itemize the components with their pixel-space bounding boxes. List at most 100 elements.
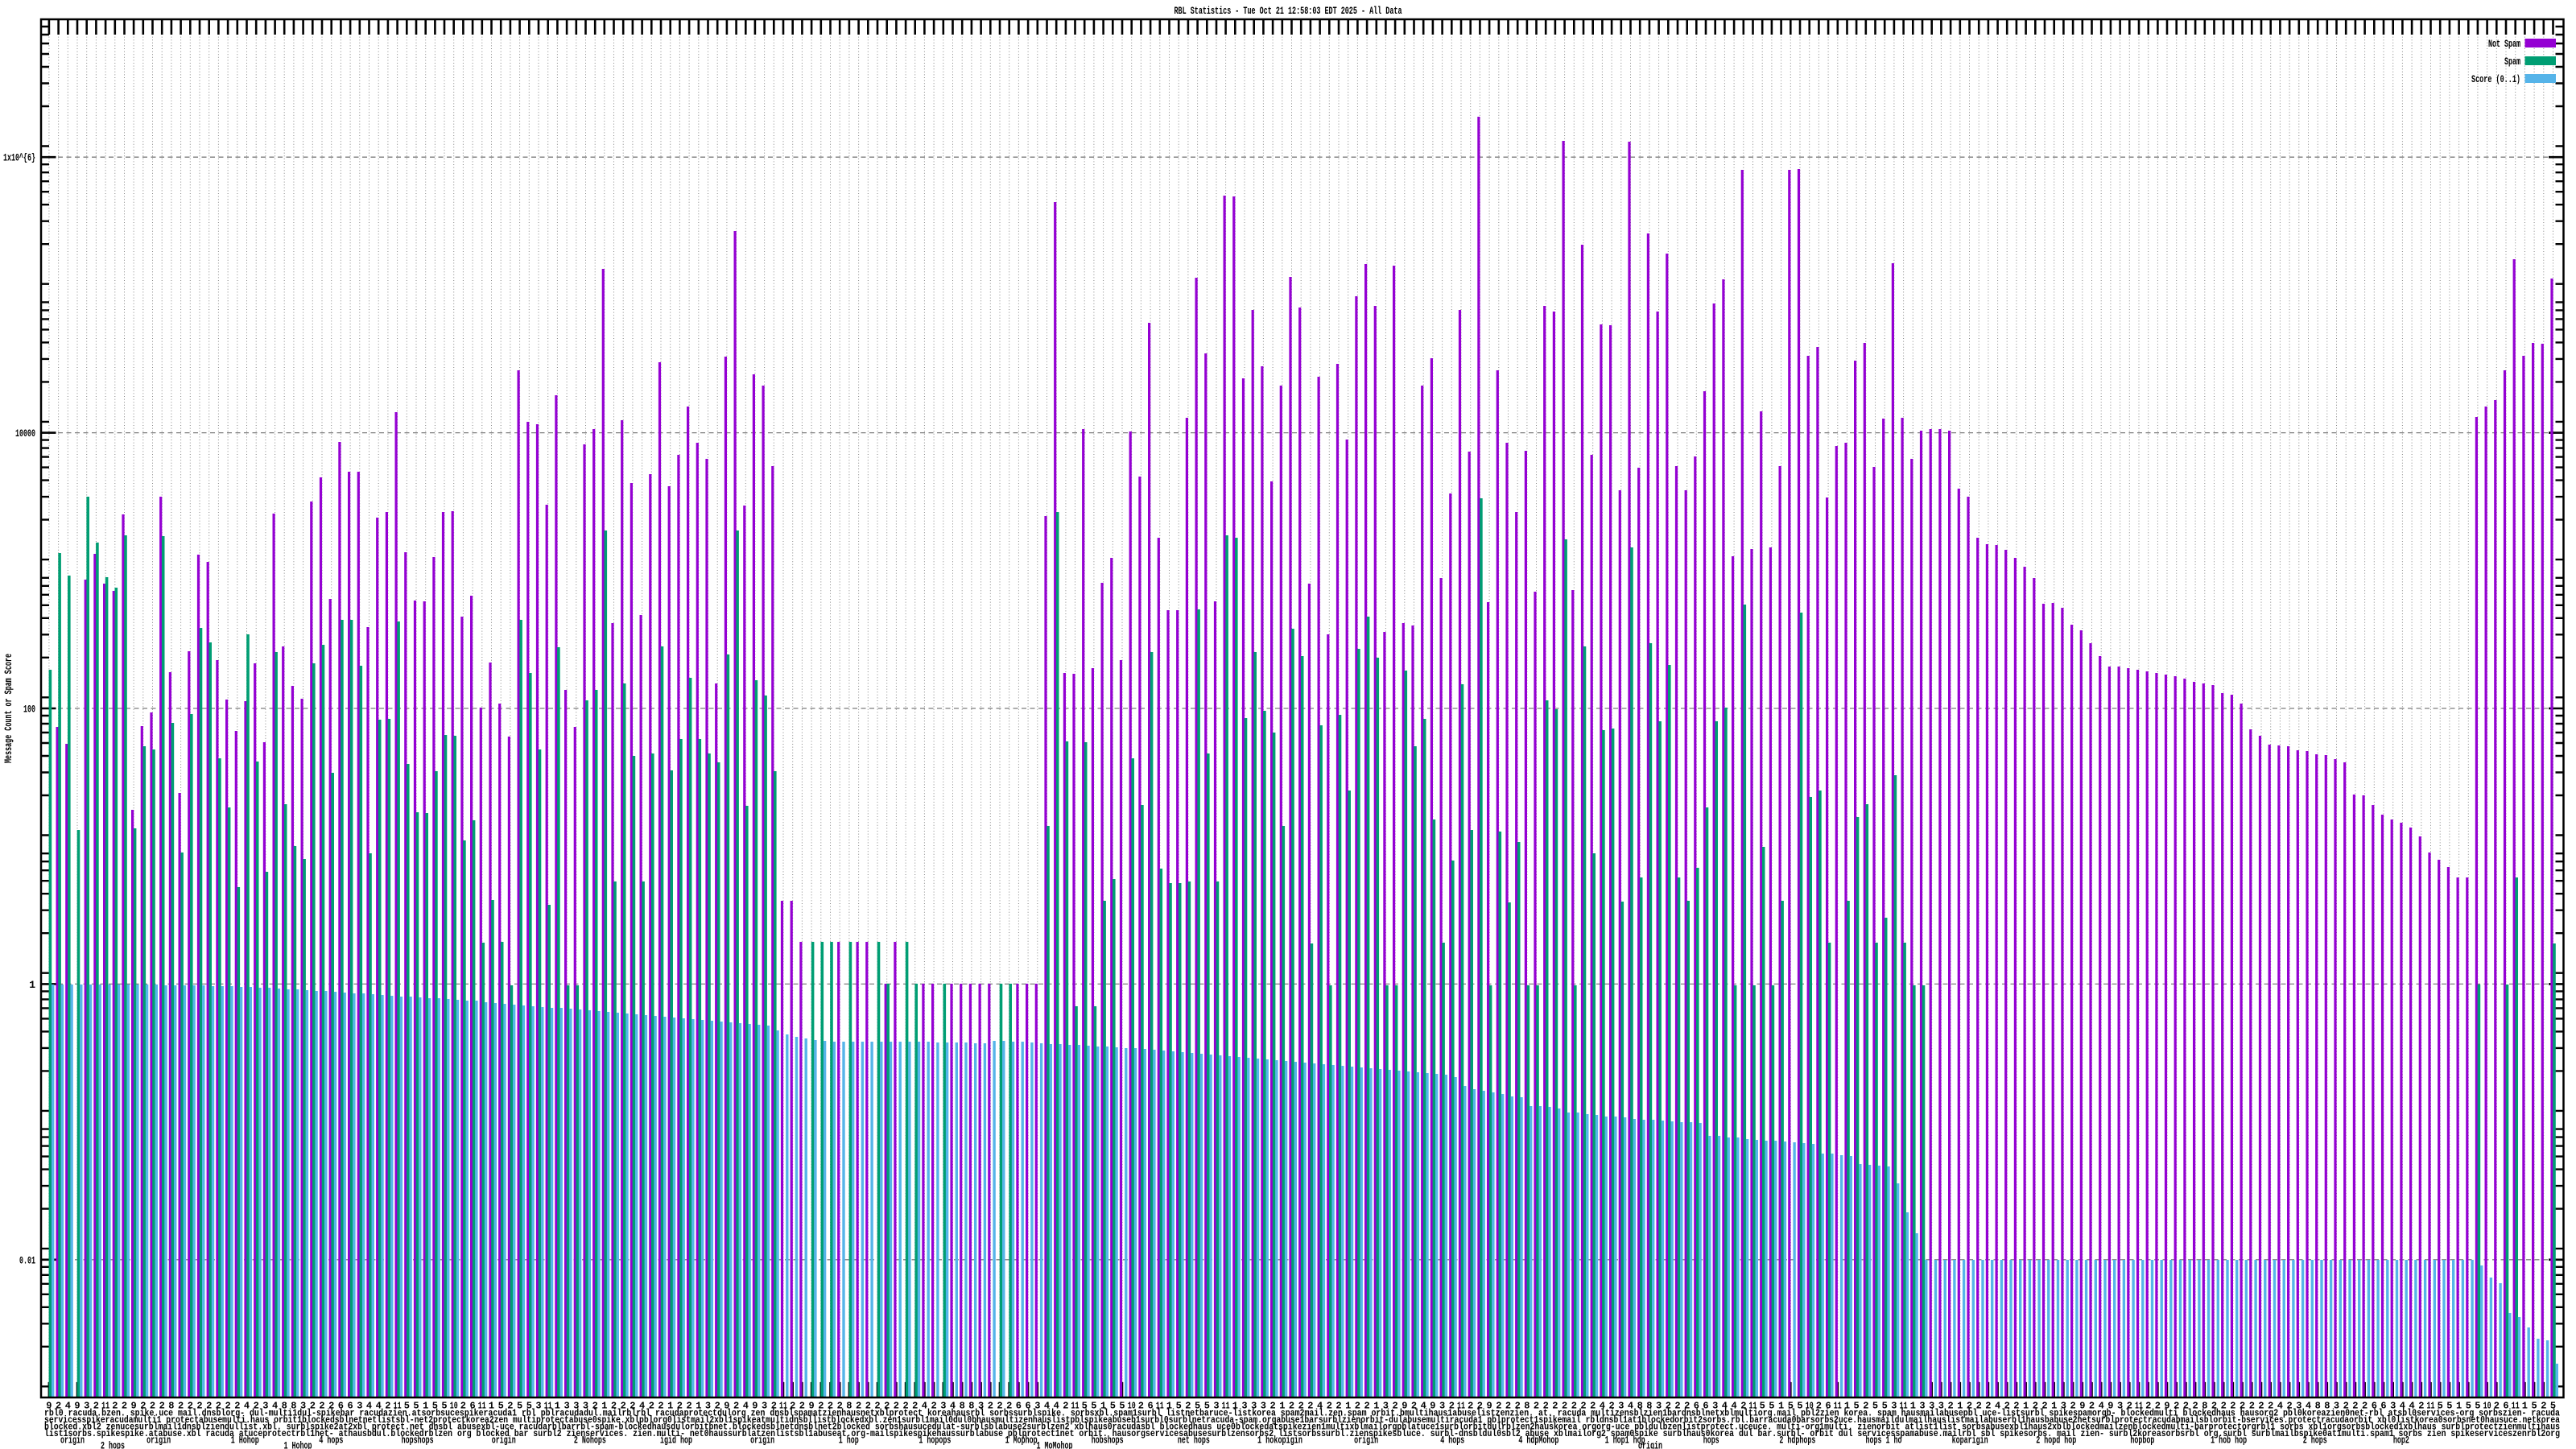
svg-text:2: 2 — [1666, 1401, 1671, 1412]
svg-text:blocked.xbl2 zenucesurblmail1d: blocked.xbl2 zenucesurblmail1dnsblziendu… — [44, 1422, 2560, 1433]
svg-text:5: 5 — [404, 1401, 410, 1412]
svg-text:8: 8 — [2202, 1401, 2207, 1412]
svg-text:5: 5 — [1872, 1401, 1878, 1412]
svg-text:2: 2 — [1392, 1401, 1397, 1412]
svg-text:2: 2 — [630, 1401, 635, 1412]
svg-text:3: 3 — [564, 1401, 569, 1412]
svg-text:3: 3 — [1241, 1401, 1247, 1412]
svg-text:6: 6 — [2372, 1401, 2377, 1412]
svg-text:9: 9 — [74, 1401, 80, 1412]
svg-text:11: 11 — [1749, 1401, 1757, 1412]
svg-text:3: 3 — [535, 1401, 541, 1412]
svg-text:5: 5 — [2550, 1401, 2556, 1412]
svg-text:10: 10 — [1128, 1401, 1136, 1412]
svg-text:2: 2 — [2286, 1401, 2292, 1412]
svg-text:2: 2 — [56, 1401, 61, 1412]
svg-text:2: 2 — [1967, 1401, 1972, 1412]
svg-text:2: 2 — [2089, 1401, 2095, 1412]
svg-text:4 hops: 4 hops — [1440, 1435, 1464, 1447]
svg-text:11: 11 — [1457, 1401, 1465, 1412]
svg-text:origin: origin — [1638, 1440, 1662, 1449]
svg-text:4: 4 — [2099, 1401, 2104, 1412]
svg-text:hop2: hop2 — [2393, 1435, 2409, 1447]
svg-text:2: 2 — [874, 1401, 880, 1412]
svg-text:2: 2 — [2362, 1401, 2368, 1412]
svg-text:10: 10 — [2483, 1401, 2491, 1412]
svg-text:2: 2 — [234, 1401, 240, 1412]
svg-text:origin: origin — [60, 1435, 85, 1447]
svg-text:4 hdpMohop: 4 hdpMohop — [1518, 1435, 1558, 1447]
svg-text:5: 5 — [1176, 1401, 1182, 1412]
svg-text:2: 2 — [1515, 1401, 1521, 1412]
svg-text:2: 2 — [1580, 1401, 1586, 1412]
svg-text:2: 2 — [2013, 1401, 2019, 1412]
svg-text:6: 6 — [2380, 1401, 2386, 1412]
svg-text:3: 3 — [583, 1401, 588, 1412]
svg-text:RBL Statistics - Tue Oct 21 12: RBL Statistics - Tue Oct 21 12:58:03 EDT… — [1174, 5, 1402, 17]
svg-text:3: 3 — [1618, 1401, 1624, 1412]
svg-text:3: 3 — [1034, 1401, 1040, 1412]
svg-text:11: 11 — [1071, 1401, 1080, 1412]
svg-text:11: 11 — [101, 1401, 109, 1412]
svg-text:2: 2 — [997, 1401, 1002, 1412]
svg-text:4: 4 — [1722, 1401, 1728, 1412]
svg-text:1 hob hop: 1 hob hop — [2211, 1435, 2247, 1447]
svg-text:2: 2 — [2249, 1401, 2255, 1412]
svg-text:2: 2 — [93, 1401, 99, 1412]
svg-text:1: 1 — [1957, 1401, 1963, 1412]
svg-text:3: 3 — [978, 1401, 984, 1412]
svg-text:hops 1 ho: hops 1 ho — [1866, 1435, 1902, 1447]
svg-text:Not Spam: Not Spam — [2488, 38, 2520, 50]
svg-text:4: 4 — [2400, 1401, 2405, 1412]
svg-text:2: 2 — [1534, 1401, 1539, 1412]
svg-text:2: 2 — [2541, 1401, 2546, 1412]
svg-text:3: 3 — [1261, 1401, 1266, 1412]
svg-text:4: 4 — [922, 1401, 927, 1412]
svg-text:rbl0 racuda.bzen. spike.uce ma: rbl0 racuda.bzen. spike.uce mail.dnsblor… — [44, 1408, 2560, 1419]
svg-text:2: 2 — [1552, 1401, 1558, 1412]
svg-text:1x10^{6}: 1x10^{6} — [3, 152, 35, 164]
svg-text:4: 4 — [376, 1401, 382, 1412]
svg-text:2: 2 — [328, 1401, 334, 1412]
svg-text:1: 1 — [1910, 1401, 1916, 1412]
svg-text:2: 2 — [1496, 1401, 1501, 1412]
svg-text:5: 5 — [1119, 1401, 1125, 1412]
svg-text:2: 2 — [1355, 1401, 1360, 1412]
svg-text:2: 2 — [2494, 1401, 2500, 1412]
svg-text:3: 3 — [762, 1401, 767, 1412]
svg-text:3: 3 — [940, 1401, 946, 1412]
svg-text:1: 1 — [696, 1401, 701, 1412]
svg-text:2 Nohops: 2 Nohops — [574, 1435, 606, 1447]
svg-text:1 Hohop: 1 Hohop — [284, 1440, 312, 1449]
svg-text:2: 2 — [1411, 1401, 1417, 1412]
svg-text:servicesspikeracudamulti1 prot: servicesspikeracudamulti1 protectabusemu… — [44, 1414, 2560, 1426]
svg-text:2: 2 — [1138, 1401, 1144, 1412]
svg-text:2: 2 — [2240, 1401, 2245, 1412]
svg-text:2: 2 — [1289, 1401, 1294, 1412]
svg-text:2: 2 — [216, 1401, 221, 1412]
svg-text:11: 11 — [1900, 1401, 1908, 1412]
svg-text:2: 2 — [771, 1401, 777, 1412]
svg-text:6: 6 — [1703, 1401, 1708, 1412]
svg-text:igid hop: igid hop — [660, 1435, 692, 1447]
svg-text:4: 4 — [2409, 1401, 2414, 1412]
svg-text:8: 8 — [291, 1401, 296, 1412]
svg-text:3: 3 — [2334, 1401, 2339, 1412]
svg-text:2: 2 — [2127, 1401, 2132, 1412]
svg-text:4: 4 — [2306, 1401, 2311, 1412]
svg-text:2: 2 — [460, 1401, 466, 1412]
svg-text:11: 11 — [2135, 1401, 2143, 1412]
svg-text:4: 4 — [1628, 1401, 1633, 1412]
svg-text:4: 4 — [65, 1401, 71, 1412]
svg-text:2: 2 — [1985, 1401, 1991, 1412]
svg-text:1: 1 — [1100, 1401, 1106, 1412]
svg-text:2: 2 — [1740, 1401, 1746, 1412]
svg-text:1 hop1 hop: 1 hop1 hop — [1605, 1435, 1645, 1447]
svg-text:5: 5 — [517, 1401, 522, 1412]
svg-text:4: 4 — [1731, 1401, 1736, 1412]
svg-text:9: 9 — [1402, 1401, 1407, 1412]
svg-text:6: 6 — [1147, 1401, 1153, 1412]
svg-text:2: 2 — [799, 1401, 805, 1412]
svg-text:2: 2 — [1608, 1401, 1614, 1412]
svg-text:2: 2 — [1185, 1401, 1191, 1412]
